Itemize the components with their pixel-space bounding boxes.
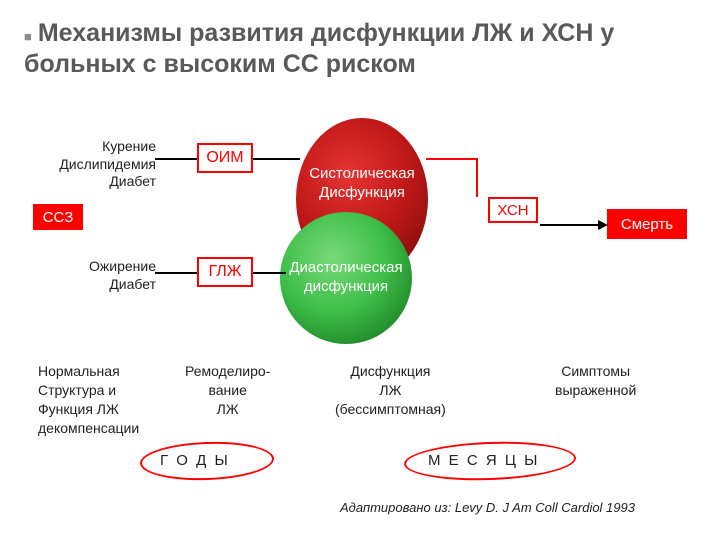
connector-line bbox=[155, 158, 197, 160]
box-oim-label: ОИМ bbox=[206, 149, 243, 167]
arrow-icon bbox=[598, 220, 608, 230]
stage-col-3: Дисфункция ЛЖ (бессимптомная) bbox=[335, 362, 446, 419]
dia-l1: Диастолическая bbox=[289, 259, 402, 278]
connector-line bbox=[426, 158, 476, 160]
s1l4: декомпенсации bbox=[38, 419, 139, 438]
citation: Адаптировано из: Levy D. J Am Coll Cardi… bbox=[340, 500, 635, 515]
rf-bot-1: Ожирение bbox=[58, 258, 156, 276]
slide-canvas: ■Механизмы развития дисфункции ЛЖ и ХСН … bbox=[0, 0, 720, 540]
s4l1: Симптомы bbox=[555, 362, 636, 381]
box-glz-label: ГЛЖ bbox=[208, 263, 241, 281]
title-text: Механизмы развития дисфункции ЛЖ и ХСН у… bbox=[24, 19, 614, 78]
s3l1: Дисфункция bbox=[335, 362, 446, 381]
box-ssz-label: ССЗ bbox=[43, 209, 74, 226]
s1l3: Функция ЛЖ bbox=[38, 400, 139, 419]
connector-line bbox=[253, 158, 300, 160]
s3l2: ЛЖ bbox=[335, 381, 446, 400]
connector-line bbox=[476, 158, 478, 197]
stage-col-4: Симптомы выраженной bbox=[555, 362, 636, 400]
slide-title: ■Механизмы развития дисфункции ЛЖ и ХСН … bbox=[24, 18, 684, 79]
s1l2: Структура и bbox=[38, 381, 139, 400]
box-glz: ГЛЖ bbox=[197, 257, 253, 287]
box-oim: ОИМ bbox=[197, 143, 253, 173]
stage-col-2: Ремоделиро- вание ЛЖ bbox=[185, 362, 270, 419]
risk-factors-top: Курение Дислипидемия Диабет bbox=[58, 138, 156, 191]
box-death-label: Смерть bbox=[621, 216, 673, 233]
risk-factors-bottom: Ожирение Диабет bbox=[58, 258, 156, 293]
sys-l1: Систолическая bbox=[309, 165, 415, 184]
s2l3: ЛЖ bbox=[185, 400, 270, 419]
rf-top-3: Диабет bbox=[58, 173, 156, 191]
bullet-icon: ■ bbox=[24, 29, 32, 44]
s2l2: вание bbox=[185, 381, 270, 400]
box-death: Смерть bbox=[607, 209, 687, 239]
s2l1: Ремоделиро- bbox=[185, 362, 270, 381]
timescale-months: М Е С Я Ц Ы bbox=[428, 452, 539, 469]
rf-bot-2: Диабет bbox=[58, 276, 156, 294]
s3l3: (бессимптомная) bbox=[335, 400, 446, 419]
dia-l2: дисфункция bbox=[304, 278, 388, 297]
connector-line bbox=[253, 272, 286, 274]
stage-col-1: Нормальная Структура и Функция ЛЖ декомп… bbox=[38, 362, 139, 438]
box-hsn-label: ХСН bbox=[497, 202, 528, 219]
box-hsn: ХСН bbox=[488, 197, 538, 223]
s1l1: Нормальная bbox=[38, 362, 139, 381]
rf-top-1: Курение bbox=[58, 138, 156, 156]
s4l2: выраженной bbox=[555, 381, 636, 400]
connector-line bbox=[540, 224, 602, 226]
sys-l2: Дисфункция bbox=[319, 184, 405, 203]
connector-line bbox=[155, 272, 197, 274]
timescale-years: Г О Д Ы bbox=[160, 452, 230, 469]
rf-top-2: Дислипидемия bbox=[58, 156, 156, 174]
circle-diastolic: Диастолическая дисфункция bbox=[280, 212, 412, 344]
box-ssz: ССЗ bbox=[33, 204, 83, 230]
